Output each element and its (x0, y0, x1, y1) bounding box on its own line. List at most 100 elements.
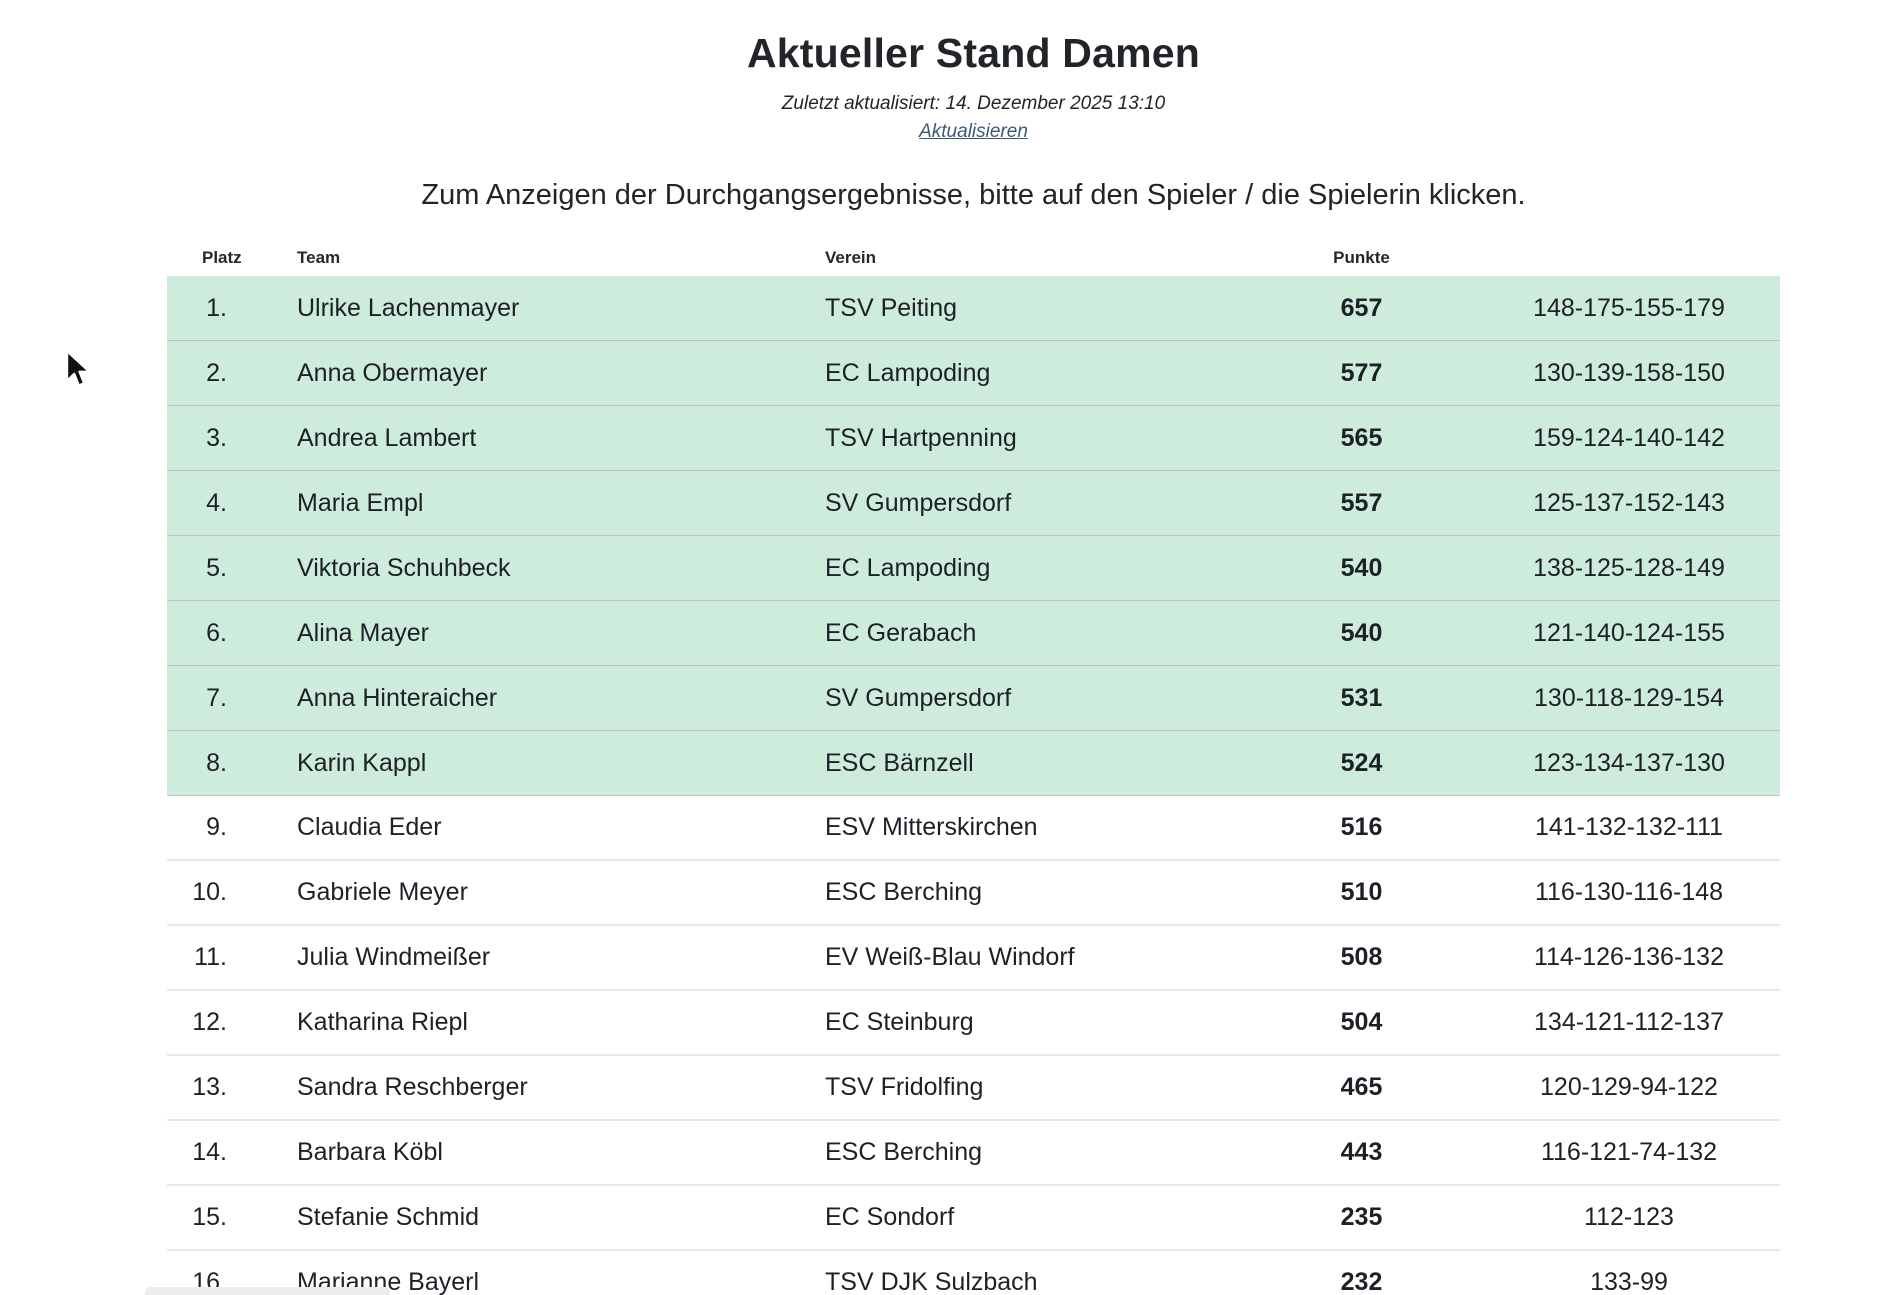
points-cell: 510 (1340, 878, 1383, 906)
table-row[interactable]: 16. Marianne Bayerl TSV DJK Sulzbach 232… (167, 1251, 1780, 1295)
table-row[interactable]: 6. Alina Mayer EC Gerabach 540 121-140-1… (167, 601, 1780, 666)
round-results-cell: 130-118-129-154 (1534, 683, 1724, 712)
player-name-cell[interactable]: Karin Kappl (297, 748, 427, 777)
points-cell: 504 (1340, 1008, 1383, 1036)
standings-table-body: 1. Ulrike Lachenmayer TSV Peiting 657 14… (167, 276, 1780, 1295)
rank-cell: 14. (192, 1138, 227, 1166)
content-wrapper: Aktueller Stand Damen Zuletzt aktualisie… (167, 0, 1780, 1295)
table-row[interactable]: 15. Stefanie Schmid EC Sondorf 235 112-1… (167, 1186, 1780, 1251)
table-row[interactable]: 7. Anna Hinteraicher SV Gumpersdorf 531 … (167, 666, 1780, 731)
round-results-cell: 138-125-128-149 (1533, 553, 1725, 582)
player-name-cell[interactable]: Julia Windmeißer (297, 943, 491, 971)
player-name-cell[interactable]: Viktoria Schuhbeck (297, 553, 511, 582)
round-results-cell: 159-124-140-142 (1533, 423, 1725, 452)
points-cell: 443 (1340, 1138, 1383, 1166)
points-cell: 516 (1340, 813, 1383, 841)
player-name-cell[interactable]: Ulrike Lachenmayer (297, 293, 520, 322)
player-name-cell[interactable]: Andrea Lambert (297, 423, 477, 452)
points-cell: 232 (1340, 1268, 1383, 1295)
header-punkte: Punkte (1333, 247, 1390, 267)
round-results-cell: 141-132-132-111 (1534, 813, 1724, 841)
table-row[interactable]: 1. Ulrike Lachenmayer TSV Peiting 657 14… (167, 276, 1780, 341)
club-cell: EC Steinburg (825, 1008, 974, 1036)
refresh-link[interactable]: Aktualisieren (919, 121, 1028, 142)
player-name-cell[interactable]: Alina Mayer (297, 618, 429, 647)
table-row[interactable]: 5. Viktoria Schuhbeck EC Lampoding 540 1… (167, 536, 1780, 601)
round-results-cell: 120-129-94-122 (1540, 1073, 1718, 1101)
points-cell: 577 (1340, 358, 1383, 387)
points-cell: 657 (1340, 293, 1383, 322)
club-cell: EV Weiß-Blau Windorf (825, 943, 1075, 971)
round-results-cell: 148-175-155-179 (1533, 293, 1725, 322)
rank-cell: 4. (206, 488, 227, 517)
round-results-cell: 133-99 (1590, 1268, 1668, 1295)
club-cell: ESC Berching (825, 878, 983, 906)
rank-cell: 5. (206, 553, 227, 582)
table-row[interactable]: 8. Karin Kappl ESC Bärnzell 524 123-134-… (167, 731, 1780, 796)
round-results-cell: 116-121-74-132 (1540, 1138, 1718, 1166)
rank-cell: 10. (192, 878, 227, 906)
last-updated-text: Zuletzt aktualisiert: 14. Dezember 2025 … (781, 93, 1166, 114)
club-cell: ESC Berching (825, 1138, 983, 1166)
player-name-cell[interactable]: Stefanie Schmid (297, 1203, 480, 1231)
rank-cell: 7. (206, 683, 227, 712)
player-name-cell[interactable]: Anna Hinteraicher (297, 683, 498, 712)
player-name-cell[interactable]: Claudia Eder (297, 813, 442, 841)
instruction-text: Zum Anzeigen der Durchgangsergebnisse, b… (421, 179, 1526, 211)
standings-table: Platz Team Verein Punkte 1. Ulrike Lache… (167, 239, 1780, 1295)
player-name-cell[interactable]: Barbara Köbl (297, 1138, 443, 1166)
points-cell: 565 (1340, 423, 1383, 452)
player-name-cell[interactable]: Gabriele Meyer (297, 878, 468, 906)
round-results-cell: 123-134-137-130 (1533, 748, 1725, 777)
round-results-cell: 121-140-124-155 (1533, 618, 1725, 647)
rank-cell: 3. (206, 423, 227, 452)
rank-cell: 2. (206, 358, 227, 387)
player-name-cell[interactable]: Maria Empl (297, 488, 424, 517)
rank-cell: 1. (206, 293, 227, 322)
points-cell: 540 (1340, 553, 1383, 582)
club-cell: TSV DJK Sulzbach (825, 1268, 1038, 1295)
table-row[interactable]: 3. Andrea Lambert TSV Hartpenning 565 15… (167, 406, 1780, 471)
mouse-pointer-icon (65, 350, 91, 387)
player-name-cell[interactable]: Anna Obermayer (297, 358, 488, 387)
rank-cell: 15. (192, 1203, 227, 1231)
club-cell: TSV Fridolfing (825, 1073, 984, 1101)
table-header-row: Platz Team Verein Punkte (167, 239, 1780, 276)
table-row[interactable]: 13. Sandra Reschberger TSV Fridolfing 46… (167, 1056, 1780, 1121)
player-name-cell[interactable]: Katharina Riepl (297, 1008, 468, 1036)
page-title: Aktueller Stand Damen (746, 30, 1201, 76)
club-cell: EC Lampoding (825, 358, 991, 387)
rank-cell: 12. (192, 1008, 227, 1036)
rank-cell: 8. (206, 748, 227, 777)
club-cell: EC Gerabach (825, 618, 977, 647)
club-cell: TSV Hartpenning (825, 423, 1017, 452)
rank-cell: 11. (194, 943, 227, 971)
round-results-cell: 114-126-136-132 (1534, 943, 1724, 971)
table-row[interactable]: 11. Julia Windmeißer EV Weiß-Blau Windor… (167, 926, 1780, 991)
club-cell: ESV Mitterskirchen (825, 813, 1038, 841)
club-cell: EC Sondorf (825, 1203, 955, 1231)
rank-cell: 9. (206, 813, 227, 841)
header-verein: Verein (825, 247, 877, 267)
club-cell: ESC Bärnzell (825, 748, 974, 777)
round-results-cell: 130-139-158-150 (1533, 358, 1725, 387)
header-platz: Platz (202, 247, 242, 267)
points-cell: 524 (1340, 748, 1383, 777)
table-row[interactable]: 9. Claudia Eder ESV Mitterskirchen 516 1… (167, 796, 1780, 861)
player-name-cell[interactable]: Sandra Reschberger (297, 1073, 528, 1101)
points-cell: 557 (1340, 488, 1383, 517)
points-cell: 508 (1340, 943, 1383, 971)
round-results-cell: 112-123 (1584, 1203, 1674, 1231)
table-row[interactable]: 14. Barbara Köbl ESC Berching 443 116-12… (167, 1121, 1780, 1186)
points-cell: 531 (1340, 683, 1383, 712)
club-cell: SV Gumpersdorf (825, 683, 1012, 712)
table-row[interactable]: 10. Gabriele Meyer ESC Berching 510 116-… (167, 861, 1780, 926)
rank-cell: 6. (206, 618, 227, 647)
club-cell: TSV Peiting (825, 293, 958, 322)
rank-cell: 13. (192, 1073, 227, 1101)
table-row[interactable]: 4. Maria Empl SV Gumpersdorf 557 125-137… (167, 471, 1780, 536)
club-cell: EC Lampoding (825, 553, 991, 582)
table-row[interactable]: 12. Katharina Riepl EC Steinburg 504 134… (167, 991, 1780, 1056)
table-row[interactable]: 2. Anna Obermayer EC Lampoding 577 130-1… (167, 341, 1780, 406)
